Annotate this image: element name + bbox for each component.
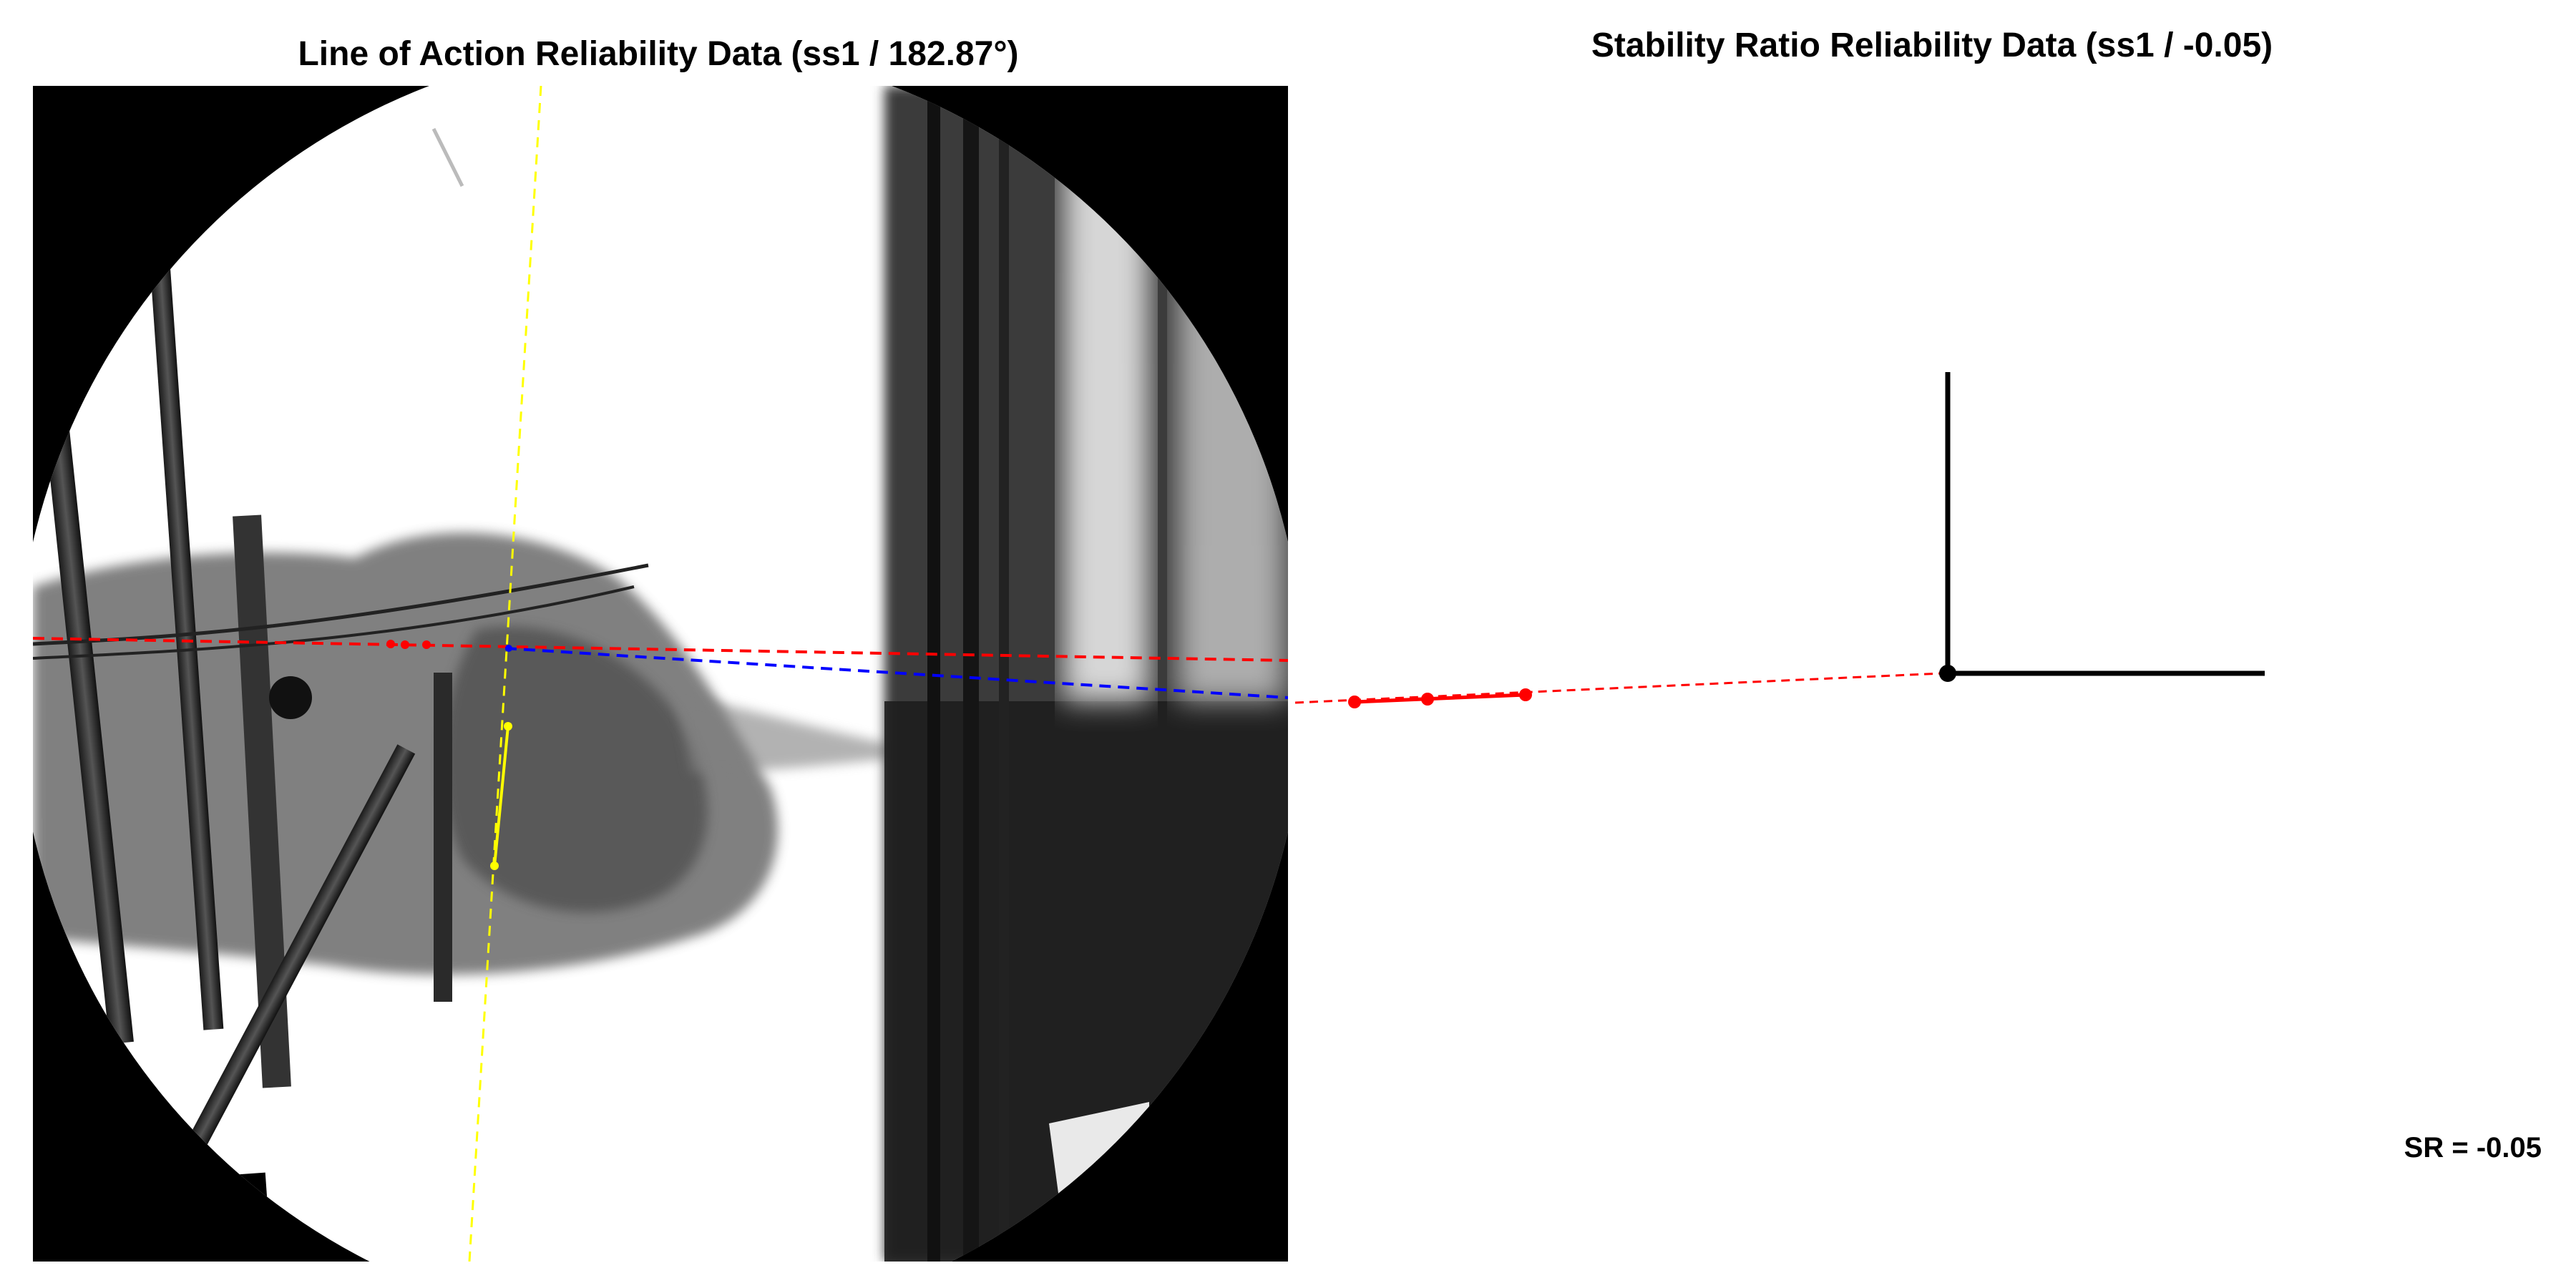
stability-ratio-diagram — [1295, 372, 2265, 708]
left-panel-title: Line of Action Reliability Data (ss1 / 1… — [298, 35, 1019, 73]
fixation-rods — [33, 243, 452, 1262]
fluoroscopy-image — [33, 86, 1288, 1262]
blue-point — [505, 645, 512, 652]
red-dashed-line — [33, 637, 1288, 662]
origin-point — [1939, 665, 1956, 682]
sr-red-point — [1519, 688, 1532, 701]
yellow-dashed-line — [468, 86, 542, 1262]
sr-red-point — [1421, 693, 1434, 706]
red-point — [401, 640, 409, 649]
yellow-solid-segment — [493, 726, 509, 867]
sr-red-point — [1348, 696, 1361, 708]
sr-value-label: SR = -0.05 — [2404, 1132, 2542, 1163]
line-of-action-overlay — [33, 86, 1288, 1262]
right-panel-title: Stability Ratio Reliability Data (ss1 / … — [1591, 26, 2273, 64]
red-point — [422, 640, 431, 649]
sr-dashed-line — [1295, 672, 1943, 704]
yellow-point — [490, 862, 499, 870]
blue-dashed-line — [504, 647, 1288, 699]
yellow-point — [504, 722, 512, 731]
red-point — [386, 640, 395, 648]
sr-solid-segment — [1354, 693, 1526, 704]
